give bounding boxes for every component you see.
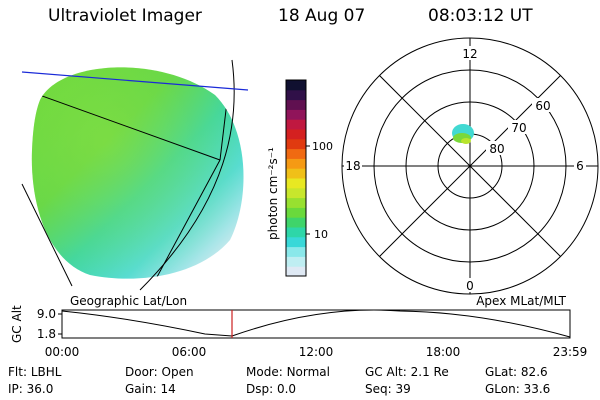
mlt-label-bg	[574, 158, 586, 172]
colorbar-cell	[286, 89, 306, 101]
colorbar-cell	[286, 256, 306, 267]
terminator-line	[139, 59, 235, 291]
limb-line	[21, 71, 249, 91]
mlt-label-bg	[464, 278, 476, 292]
polar-plot	[341, 37, 599, 295]
colorbar-cell	[286, 158, 306, 169]
colorbar-cell	[286, 109, 306, 120]
uv-earth-image	[21, 59, 249, 291]
colorbar-cell	[286, 129, 306, 140]
lat-label-bg	[486, 141, 508, 155]
mlt-label-bottom: 0	[466, 279, 474, 293]
colorbar-cell	[286, 187, 306, 199]
colorbar-cell	[286, 178, 306, 189]
mode-info: Mode: Normal	[246, 365, 330, 379]
filter-info: Flt: LBHL	[8, 365, 62, 379]
colorbar-cell	[286, 138, 306, 150]
colorbar-tick-label: 10	[314, 228, 328, 241]
x-tick-label: 12:00	[299, 345, 334, 359]
lat-label-70: 70	[511, 121, 526, 135]
timeline-right-label: Apex MLat/MLT	[476, 294, 566, 308]
x-tick-label: 18:00	[426, 345, 461, 359]
geo-grid-line	[149, 159, 221, 279]
x-tick-label: 00:00	[45, 345, 80, 359]
glon-info: GLon: 33.6	[485, 382, 551, 396]
colorbar-tick-label: 100	[312, 140, 333, 153]
colorbar	[286, 80, 306, 277]
mlt-label-left: 18	[345, 159, 360, 173]
timeline-frame	[61, 309, 571, 339]
mlt-label-top: 12	[462, 47, 477, 61]
lat-label-80: 80	[489, 142, 504, 156]
y-axis-label: GC Alt	[10, 305, 24, 343]
auroral-oval	[452, 124, 474, 144]
geo-grid-line	[21, 183, 73, 287]
colorbar-cell	[286, 246, 306, 257]
mlt-label-bg	[344, 158, 362, 172]
mlt-label-right: 6	[576, 159, 584, 173]
lat-label-bg	[508, 120, 530, 134]
x-tick-label: 23:59	[553, 345, 588, 359]
observation-time: 08:03:12 UT	[428, 6, 533, 26]
colorbar-cell	[286, 207, 306, 218]
colorbar-frame	[285, 79, 307, 277]
timeline-plot	[58, 309, 571, 339]
colorbar-cell	[286, 217, 306, 228]
colorbar-cell	[286, 236, 306, 248]
x-tick-label: 06:00	[172, 345, 207, 359]
y-tick-label: 1.8	[37, 327, 56, 341]
glat-info: GLat: 82.6	[485, 365, 548, 379]
colorbar-cell	[286, 168, 306, 179]
lat-label-60: 60	[535, 99, 550, 113]
colorbar-cell	[286, 99, 306, 110]
colorbar-cell	[286, 148, 306, 159]
y-tick-label: 9.0	[37, 307, 56, 321]
seq-info: Seq: 39	[365, 382, 411, 396]
colorbar-cell	[286, 227, 306, 238]
lat-label-bg	[532, 98, 554, 112]
door-info: Door: Open	[125, 365, 194, 379]
mlt-label-bg	[462, 46, 478, 60]
altitude-curve	[61, 309, 571, 338]
timeline-left-label: Geographic Lat/Lon	[70, 294, 187, 308]
colorbar-unit-label: photon cm⁻²s⁻¹	[266, 147, 280, 240]
instrument-title: Ultraviolet Imager	[48, 6, 202, 26]
gcalt-info: GC Alt: 2.1 Re	[365, 365, 449, 379]
colorbar-cell	[286, 197, 306, 208]
dsp-info: Dsp: 0.0	[246, 382, 297, 396]
geo-grid-line	[31, 87, 221, 161]
ip-info: IP: 36.0	[8, 382, 54, 396]
colorbar-cell	[286, 266, 306, 277]
observation-date: 18 Aug 07	[278, 6, 366, 26]
gain-info: Gain: 14	[125, 382, 176, 396]
colorbar-cell	[286, 119, 306, 130]
colorbar-cell	[286, 80, 306, 91]
